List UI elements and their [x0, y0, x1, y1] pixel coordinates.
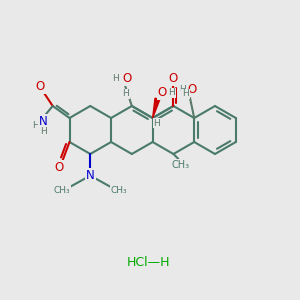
Text: H: H [40, 127, 47, 136]
Text: O: O [158, 86, 167, 99]
Text: H: H [182, 89, 189, 98]
Text: H: H [112, 74, 119, 83]
Text: O: O [122, 72, 131, 85]
Text: N: N [86, 169, 95, 182]
Text: O: O [35, 80, 45, 93]
Text: O: O [169, 72, 178, 85]
Text: H: H [122, 89, 129, 98]
Text: CH₃: CH₃ [53, 186, 70, 195]
Text: H: H [153, 118, 160, 127]
Text: N: N [39, 115, 48, 128]
Text: H: H [168, 88, 175, 97]
Text: CH₃: CH₃ [111, 186, 127, 195]
Text: HCl—H: HCl—H [126, 256, 170, 268]
Text: H: H [179, 85, 186, 94]
Text: O: O [55, 161, 64, 174]
Text: H: H [32, 121, 39, 130]
Text: O: O [188, 83, 197, 96]
Polygon shape [153, 98, 160, 118]
Text: CH₃: CH₃ [171, 160, 190, 170]
